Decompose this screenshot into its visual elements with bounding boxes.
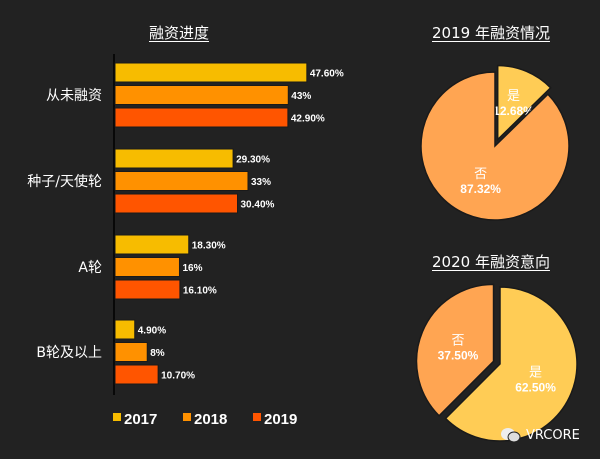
pie-slice-label: 否	[474, 167, 487, 182]
data-label: 47.60%	[310, 69, 344, 80]
watermark-text: VRCORE	[526, 427, 580, 443]
data-label: 43%	[291, 91, 311, 102]
data-label: 8%	[150, 348, 165, 359]
data-label: 18.30%	[192, 241, 226, 252]
pie1-slice-a	[496, 64, 552, 142]
category-label: A轮	[78, 260, 102, 276]
bar-2018	[114, 342, 148, 362]
pie1-slice-b	[420, 71, 570, 221]
pie2-slice-a	[444, 286, 578, 442]
wechat-icon	[501, 428, 521, 443]
bar-2017	[114, 319, 136, 340]
watermark: VRCORE	[500, 426, 580, 444]
bar-2017	[114, 62, 308, 83]
bar-2017	[114, 148, 234, 169]
bar-2019	[114, 279, 181, 300]
category-label: B轮及以上	[36, 345, 102, 361]
pie-slice-label: 否	[451, 334, 464, 349]
pie-slice-value: 87.32%	[460, 182, 501, 196]
legend-label: 2019	[264, 411, 297, 428]
legend-label: 2018	[194, 411, 227, 428]
pie-2020-title: 2020 年融资意向	[432, 253, 550, 271]
legend-swatch-2018	[183, 413, 191, 421]
bar-2018	[114, 85, 289, 105]
data-label: 29.30%	[236, 155, 270, 166]
bar-chart-title: 融资进度	[149, 24, 210, 42]
data-label: 4.90%	[138, 326, 166, 337]
bar-2017	[114, 234, 190, 255]
pie2-slice-b	[415, 283, 495, 417]
category-label: 种子/天使轮	[27, 173, 102, 190]
bar-2018	[114, 257, 180, 277]
pie-2019-title: 2019 年融资情况	[432, 24, 550, 42]
legend-label: 2017	[124, 411, 157, 428]
pie-slice-value: 12.68%	[493, 104, 534, 118]
bar-2018	[114, 171, 249, 191]
data-label: 16.10%	[183, 286, 217, 297]
data-label: 16%	[182, 263, 202, 274]
legend-swatch-2019	[253, 413, 261, 421]
data-label: 10.70%	[161, 371, 195, 382]
data-label: 33%	[251, 177, 271, 188]
category-label: 从未融资	[46, 88, 102, 104]
data-label: 30.40%	[241, 200, 275, 211]
pie-slice-value: 62.50%	[515, 381, 556, 395]
pie-slice-value: 37.50%	[438, 349, 479, 363]
legend-swatch-2017	[113, 413, 121, 421]
bar-2019	[114, 364, 159, 385]
pie-slice-label: 是	[529, 366, 542, 381]
bar-2019	[114, 193, 239, 214]
data-label: 42.90%	[291, 114, 325, 125]
pie-slice-label: 是	[507, 89, 520, 104]
bar-2019	[114, 107, 289, 128]
